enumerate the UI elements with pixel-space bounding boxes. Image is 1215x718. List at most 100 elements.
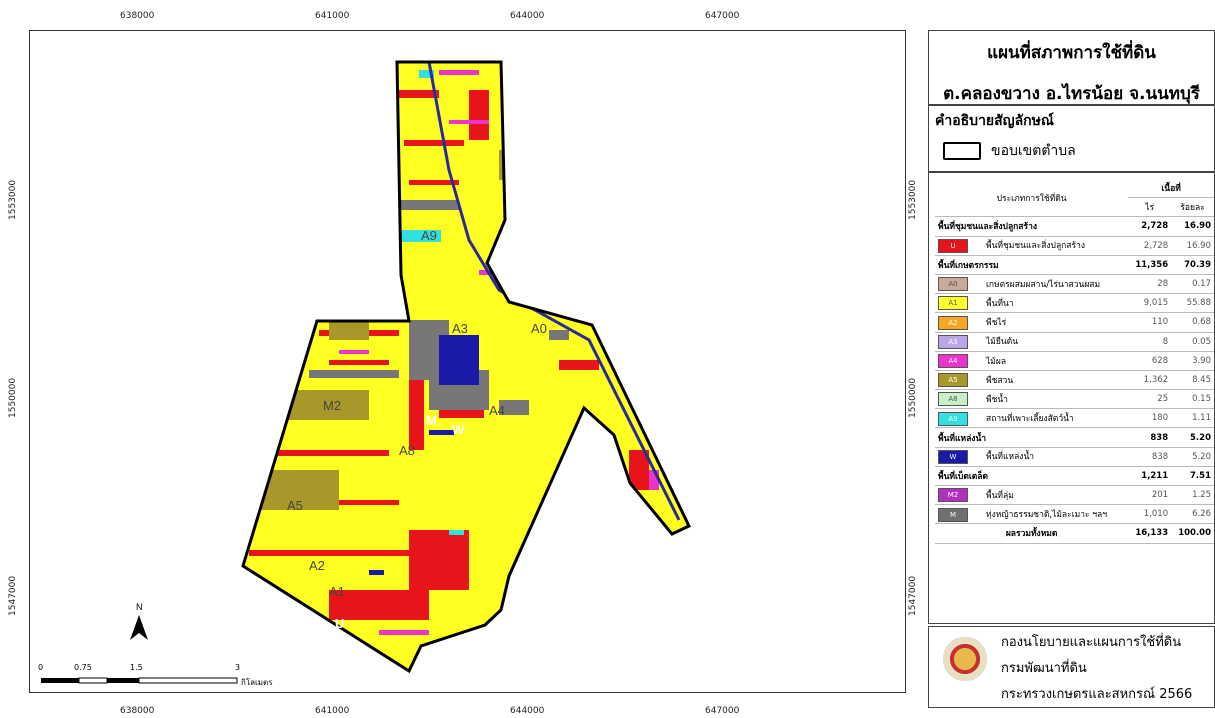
table-row: ผลรวมทั้งหมด 16,133 100.00 [935,523,1214,544]
table-row: พื้นที่เบ็ดเตล็ด 1,211 7.51 [935,466,1214,487]
table-row: A9 สถานที่เพาะเลี้ยงสัตว์น้ำ 180 1.11 [935,408,1214,429]
total-label: ผลรวมทั้งหมด [935,523,1129,544]
legend-swatch-a5: A5 [938,373,968,388]
row-label: พื้นที่แหล่งน้ำ [986,452,1035,463]
coord-right-3: 1547000 [908,575,918,616]
table-row: M ทุ่งหญ้าธรรมชาติ,ไม้ละเมาะ ฯลฯ 1,010 6.26 [935,504,1214,525]
table-row: A1 พื้นที่นา 9,015 55.88 [935,293,1214,314]
coord-top-4: 647000 [705,11,740,21]
row-pct: 1.11 [1171,408,1214,429]
zone-label-a2: A2 [309,558,325,573]
table-row: W พื้นที่แหล่งน้ำ 838 5.20 [935,447,1214,467]
row-label: ไม้ผล [986,356,1007,367]
row-pct: 0.17 [1171,274,1214,295]
row-rai: 110 [1128,312,1172,333]
row-rai: 9,015 [1128,293,1172,314]
row-pct: 0.68 [1171,312,1214,333]
legend-swatch-a3: A3 [938,334,968,349]
map-frame [29,30,906,693]
subdistrict-boundary [241,60,692,674]
credit-line3: กระทรวงเกษตรและสหกรณ์ 2566 [1001,687,1193,702]
row-pct: 0.15 [1171,389,1214,410]
coord-left-1: 1553000 [8,179,18,220]
row-rai: 838 [1128,427,1172,448]
row-rai: 2,728 [1128,216,1172,237]
row-pct: 3.90 [1171,351,1214,371]
land-use-table: ประเภทการใช้ที่ดิน เนื้อที่ ไร่ ร้อยละ พ… [935,179,1214,544]
zone-label-a5: A5 [287,498,303,513]
group-label: พื้นที่ชุมชนและสิ่งปลูกสร้าง [935,216,1129,237]
legend-swatch-a9: A9 [938,411,968,426]
zone-label-a8: A8 [399,443,415,458]
table-row: A8 พืชน้ำ 25 0.15 [935,389,1214,410]
row-label: ทุ่งหญ้าธรรมชาติ,ไม้ละเมาะ ฯลฯ [986,510,1108,521]
legend-swatch-a8: A8 [938,392,968,407]
row-rai: 1,010 [1128,504,1172,525]
row-rai: 180 [1128,408,1172,429]
north-label: N [136,602,143,612]
table-row: A3 ไม้ยืนต้น 8 0.05 [935,332,1214,352]
cyan-patches [401,70,464,535]
group-label: พื้นที่แหล่งน้ำ [935,427,1129,448]
row-label: พืชน้ำ [986,394,1008,405]
table-header-type: ประเภทการใช้ที่ดิน [935,179,1129,218]
zone-label-m2: M2 [323,398,341,413]
coord-bottom-1: 638000 [120,706,155,716]
row-pct: 100.00 [1171,523,1214,544]
scale-tick-0: 0 [38,663,43,672]
community-strips [249,90,649,620]
table-header-pct: ร้อยละ [1171,197,1214,218]
credit-line1: กองนโยบายและแผนการใช้ที่ดิน [1001,635,1182,650]
row-pct: 1.25 [1171,485,1214,506]
table-row: A5 พืชสวน 1,362 8.45 [935,370,1214,391]
row-rai: 628 [1128,351,1172,371]
coord-right-2: 1550000 [908,377,918,418]
coord-right-1: 1553000 [908,179,918,220]
north-arrow-icon [130,615,148,640]
coord-bottom-3: 644000 [510,706,545,716]
zone-label-m: M [426,413,437,428]
coord-top-2: 641000 [315,11,350,21]
map-title-line1: แผนที่สภาพการใช้ที่ดิน [987,43,1156,63]
row-pct: 0.05 [1171,332,1214,352]
row-label: พืชไร่ [986,318,1007,329]
table-row: A0 เกษตรผสมผสาน/ไร่นาสวนผสม 28 0.17 [935,274,1214,295]
row-label: พืชสวน [986,375,1014,386]
scale-bar: 0 0.75 1.5 3 กิโลเมตร [38,663,273,687]
row-rai: 201 [1128,485,1172,506]
map-title-line2: ต.คลองขวาง อ.ไทรน้อย จ.นนทบุรี [943,84,1200,104]
row-rai: 28 [1128,274,1172,295]
row-rai: 25 [1128,389,1172,410]
row-rai: 16,133 [1128,523,1172,544]
row-rai: 11,356 [1128,255,1172,275]
legend-swatch-a0: A0 [938,277,968,292]
table-header-area: เนื้อที่ [1128,179,1214,199]
row-pct: 8.45 [1171,370,1214,391]
row-pct: 16.90 [1171,216,1214,237]
zone-label-a9: A9 [421,228,437,243]
legend-panel: คำอธิบายสัญลักษณ์ ขอบเขตตำบล [928,105,1215,172]
legend-swatch-m: M [938,507,968,522]
land-use-table-panel: ประเภทการใช้ที่ดิน เนื้อที่ ไร่ ร้อยละ พ… [928,172,1215,624]
row-rai: 1,211 [1128,466,1172,487]
table-row: พื้นที่ชุมชนและสิ่งปลูกสร้าง 2,728 16.90 [935,216,1214,237]
coord-top-3: 644000 [510,11,545,21]
row-label: พื้นที่ลุ่ม [986,490,1014,501]
boundary-swatch [943,142,981,160]
legend-swatch-u: U [938,238,968,253]
zone-label-u: U [335,616,344,631]
zone-label-w: W [452,422,465,437]
legend-swatch-a1: A1 [938,296,968,311]
boundary-label: ขอบเขตตำบล [991,143,1076,159]
zone-label-a3: A3 [452,321,468,336]
scale-tick-075: 0.75 [74,663,92,672]
row-pct: 5.20 [1171,427,1214,448]
row-pct: 16.90 [1171,236,1214,256]
title-panel: แผนที่สภาพการใช้ที่ดิน ต.คลองขวาง อ.ไทรน… [928,30,1215,105]
legend-swatch-w: W [938,449,968,464]
table-row: U พื้นที่ชุมชนและสิ่งปลูกสร้าง 2,728 16.90 [935,236,1214,256]
table-row: A2 พืชไร่ 110 0.68 [935,312,1214,333]
row-pct: 55.88 [1171,293,1214,314]
row-label: ไม้ยืนต้น [986,337,1018,348]
scale-tick-3: 3 [235,663,240,672]
